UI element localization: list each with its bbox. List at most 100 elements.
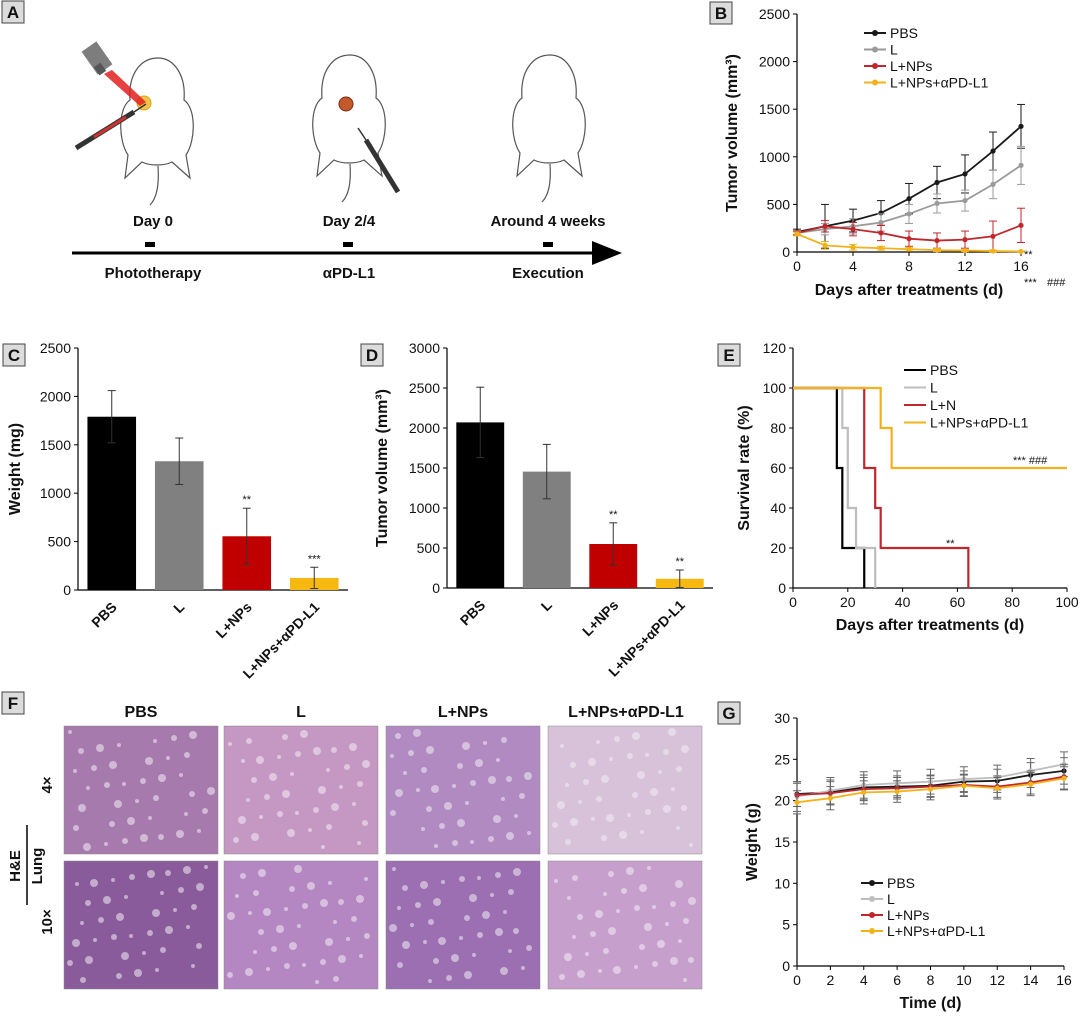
alveolar-space [111,878,115,882]
alveolar-space [506,832,514,840]
alveolar-space [596,796,602,802]
panel-e-label: E [723,346,734,365]
alveolar-space [326,824,332,830]
alveolar-space [588,758,596,766]
event-label: αPD-L1 [323,265,376,282]
alveolar-space [248,911,252,915]
alveolar-space [632,792,638,798]
alveolar-space [433,898,441,906]
data-point [1018,123,1024,129]
alveolar-space [578,800,582,804]
alveolar-space [452,784,456,788]
alveolar-space [472,953,476,957]
alveolar-space [433,958,439,964]
alveolar-space [627,753,633,759]
alveolar-space [637,771,645,779]
alveolar-space [408,750,414,756]
alveolar-space [328,881,332,885]
alveolar-space [78,748,84,754]
alveolar-space [426,746,434,754]
alveolar-space [457,819,465,827]
x-tick-label: 16 [1013,258,1029,274]
alveolar-space [552,822,558,828]
timeline-marker [145,242,155,247]
alveolar-space [596,740,600,744]
alveolar-space [475,759,483,767]
y-tick-label: 80 [770,420,786,436]
stain-label: H&E [7,850,24,882]
legend-marker [869,880,875,886]
day-label: Around 4 weeks [490,213,605,230]
alveolar-space [524,772,532,780]
alveolar-space [294,865,302,873]
data-point [994,785,1000,791]
alveolar-space [326,768,330,772]
alveolar-space [85,900,91,906]
y-axis-title: Tumor volume (mm³) [374,389,391,547]
legend-label: PBS [890,25,918,41]
alveolar-space [663,805,671,813]
y-tick-label: 30 [774,710,790,726]
alveolar-space [459,876,465,882]
alveolar-space [245,968,253,976]
event-label: Phototherapy [105,265,202,282]
y-axis-title: Weight (g) [744,803,761,881]
legend-marker [869,896,875,902]
alveolar-space [264,794,270,800]
alveolar-space [80,921,84,925]
series-l-nps-pd-l1 [793,766,1068,815]
data-point [934,200,940,207]
histology-column-header: L+NPs+αPD-L1 [568,704,684,721]
significance-label: ** [1024,249,1033,261]
alveolar-space [86,786,90,790]
alveolar-space [451,954,459,962]
alveolar-space [109,821,115,827]
y-tick-label: 15 [774,834,790,850]
alveolar-space [271,946,277,952]
legend-label: L [890,42,898,58]
data-point [934,179,940,186]
y-tick-label: 10 [774,875,790,891]
magnification-label: 4× [39,776,56,793]
alveolar-space [313,807,319,813]
category-label: L+NPs [212,599,255,642]
tissue-label: Lung [29,848,46,885]
alveolar-space [402,885,408,891]
y-tick-label: 1500 [40,437,71,453]
alveolar-space [116,913,124,921]
y-tick-label: 2000 [409,420,440,436]
alveolar-space [559,974,565,980]
significance-label: *** [308,553,322,565]
alveolar-space [178,887,184,893]
alveolar-space [469,894,477,902]
survival-curve [793,386,1067,470]
alveolar-space [276,925,284,933]
alveolar-space [678,939,682,943]
x-tick-label: 20 [840,594,856,610]
y-tick-label: 3000 [409,340,440,356]
data-point [822,223,828,229]
significance-label: ** [609,509,618,521]
alveolar-space [508,889,514,895]
alveolar-space [349,743,357,751]
legend-label: PBS [887,875,915,891]
legend-label: PBS [930,362,958,378]
panel-d-bar-chart: D 0 500 1000 1500 2000 2500 3000 Tumor volume (m… [360,340,713,680]
y-tick-label: 0 [778,580,786,596]
x-tick-label: 0 [793,972,801,988]
alveolar-space [318,786,326,794]
alveolar-space [441,880,445,884]
alveolar-space [153,739,157,743]
panel-c-label: C [8,346,20,365]
alveolar-space [577,914,583,920]
legend-marker [869,928,875,934]
alveolar-space [140,778,146,784]
data-point [878,230,884,236]
y-tick-label: 2000 [40,388,71,404]
alveolar-space [364,877,368,881]
y-tick-label: 2500 [759,6,790,22]
alveolar-space [614,736,620,742]
alveolar-space [135,799,139,803]
legend-label: L+NPs+αPD-L1 [890,75,989,91]
